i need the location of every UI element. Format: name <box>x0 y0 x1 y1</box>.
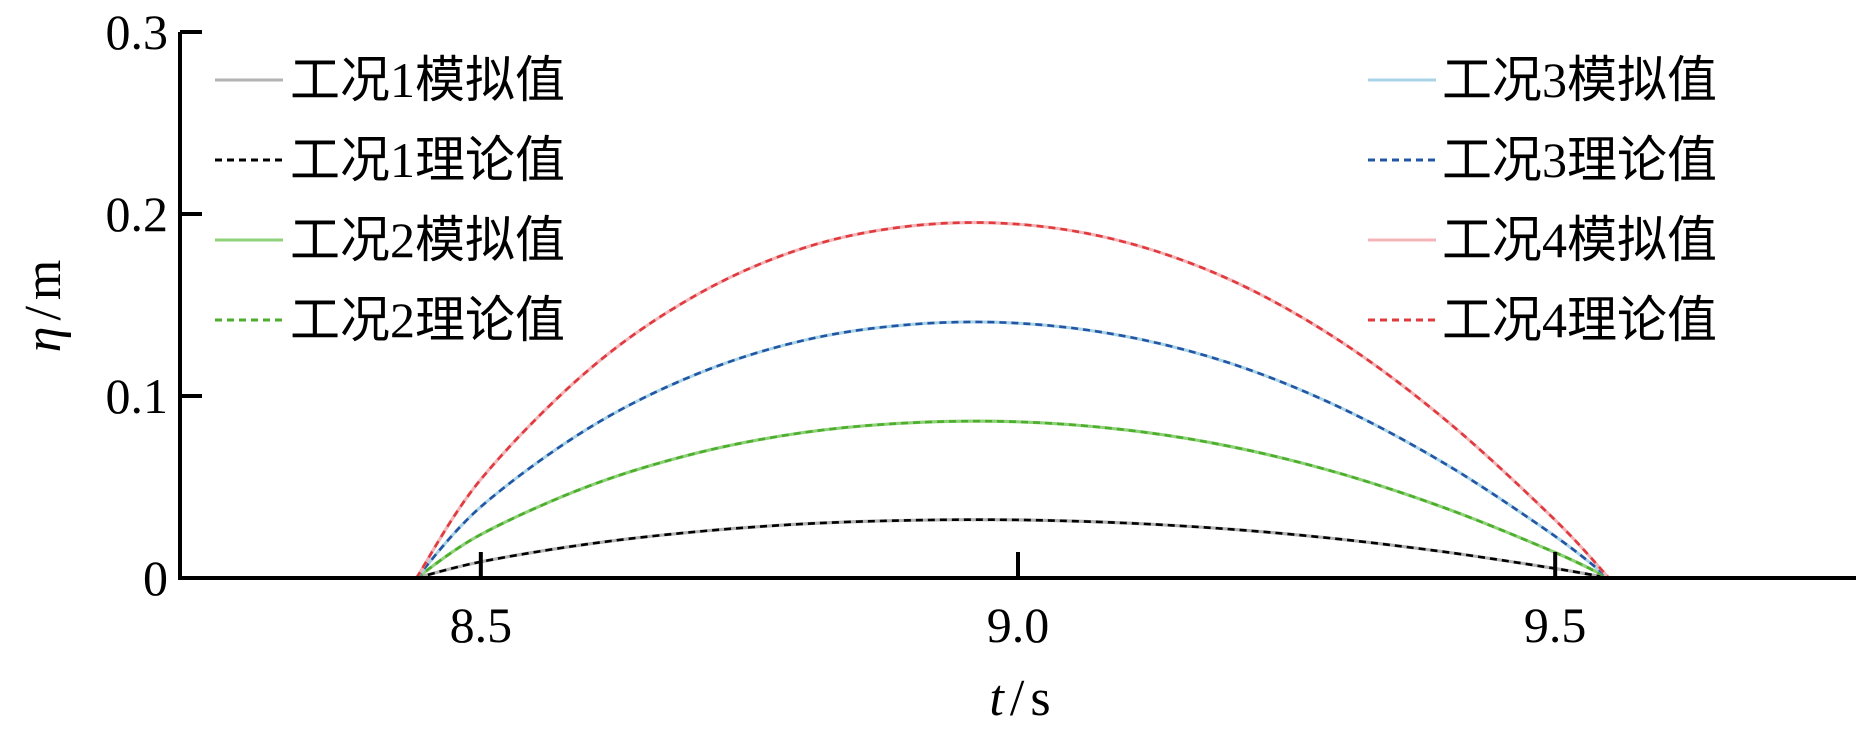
series-line-8 <box>415 221 1610 579</box>
x-axis-label: t / s <box>989 670 1050 727</box>
y-axis-unit: m <box>15 260 72 300</box>
series-line-4 <box>415 419 1610 580</box>
legend-label: 工况1理论值 <box>290 132 565 188</box>
y-ticks: 0 0.1 0.2 0.3 <box>106 4 202 606</box>
series-line-1 <box>416 518 1610 580</box>
y-axis-variable: η <box>15 327 72 353</box>
y-tick-label: 0.3 <box>106 4 169 60</box>
x-tick-label: 8.5 <box>450 597 513 653</box>
y-tick-label: 0 <box>143 550 168 606</box>
y-axis-label: η / m <box>15 260 72 353</box>
series-line-6 <box>415 320 1610 580</box>
y-tick-label: 0.2 <box>106 186 169 242</box>
x-ticks: 8.5 9.0 9.5 <box>450 552 1587 653</box>
x-axis-variable: t <box>989 670 1005 727</box>
y-tick-label: 0.1 <box>106 368 169 424</box>
legend-label: 工况4模拟值 <box>1442 212 1717 268</box>
series-line-5 <box>415 320 1610 580</box>
legend-label: 工况4理论值 <box>1442 292 1717 348</box>
x-tick-label: 9.0 <box>987 597 1050 653</box>
y-axis-separator: / <box>15 306 72 321</box>
series-curves <box>415 220 1611 580</box>
legend-label: 工况2模拟值 <box>290 212 565 268</box>
series-line-3 <box>415 419 1610 580</box>
series-line-7 <box>415 220 1611 580</box>
x-axis-unit: s <box>1030 670 1050 727</box>
legend-label: 工况1模拟值 <box>290 52 565 108</box>
legend-label: 工况3理论值 <box>1442 132 1717 188</box>
legend-label: 工况2理论值 <box>290 292 565 348</box>
x-axis-separator: / <box>1010 670 1025 727</box>
x-tick-label: 9.5 <box>1524 597 1587 653</box>
series-line-2 <box>416 518 1610 580</box>
legend-label: 工况3模拟值 <box>1442 52 1717 108</box>
